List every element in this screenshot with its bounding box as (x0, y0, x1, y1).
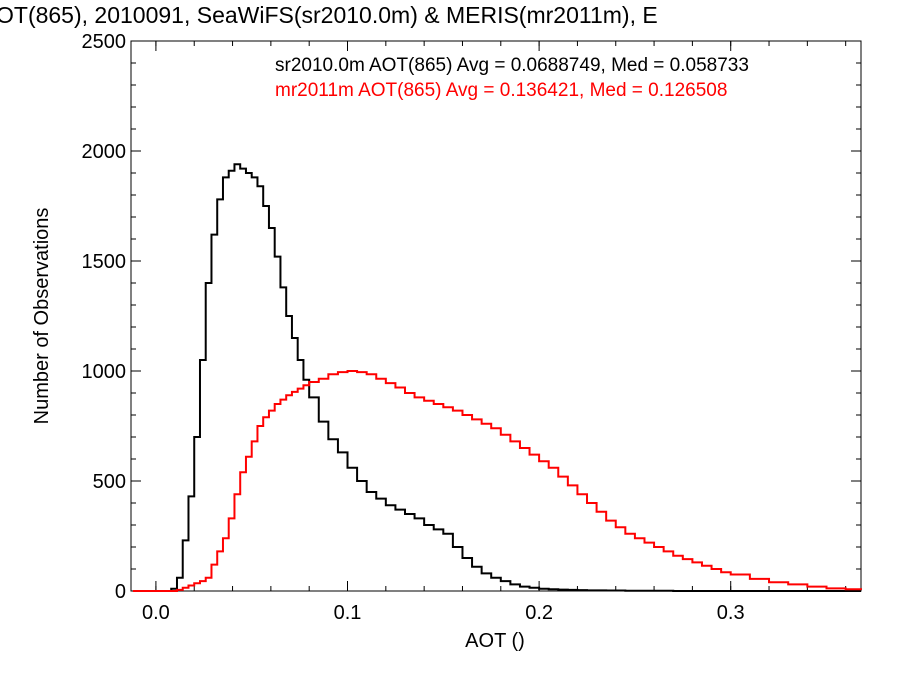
y-axis: 0 500 1000 1500 2000 2500 (82, 31, 861, 603)
annotation-black-series-stats: sr2010.0m AOT(865) Avg = 0.0688749, Med … (275, 55, 749, 76)
y-tick-label: 2500 (82, 31, 127, 53)
x-axis-label: AOT () (465, 630, 525, 652)
x-tick-label: 0.3 (717, 602, 745, 624)
y-tick-label: 1000 (82, 361, 127, 383)
series-line-0 (132, 163, 861, 592)
x-tick-label: 0.2 (525, 602, 553, 624)
series-layer (132, 163, 862, 592)
x-axis: 0.0 0.1 0.2 0.3 (142, 41, 847, 624)
x-tick-label: 0.1 (334, 602, 362, 624)
y-tick-label: 500 (93, 471, 126, 493)
plot-frame (130, 40, 862, 592)
y-tick-label: 0 (115, 581, 126, 603)
chart-title: OT(865), 2010091, SeaWiFS(sr2010.0m) & M… (0, 2, 658, 28)
annotation-red-series-stats: mr2011m AOT(865) Avg = 0.136421, Med = 0… (275, 80, 727, 101)
y-tick-label: 1500 (82, 251, 127, 273)
x-tick-label: 0.0 (142, 602, 170, 624)
y-tick-label: 2000 (82, 141, 127, 163)
y-axis-label: Number of Observations (31, 208, 53, 425)
series-line-1 (132, 370, 862, 592)
